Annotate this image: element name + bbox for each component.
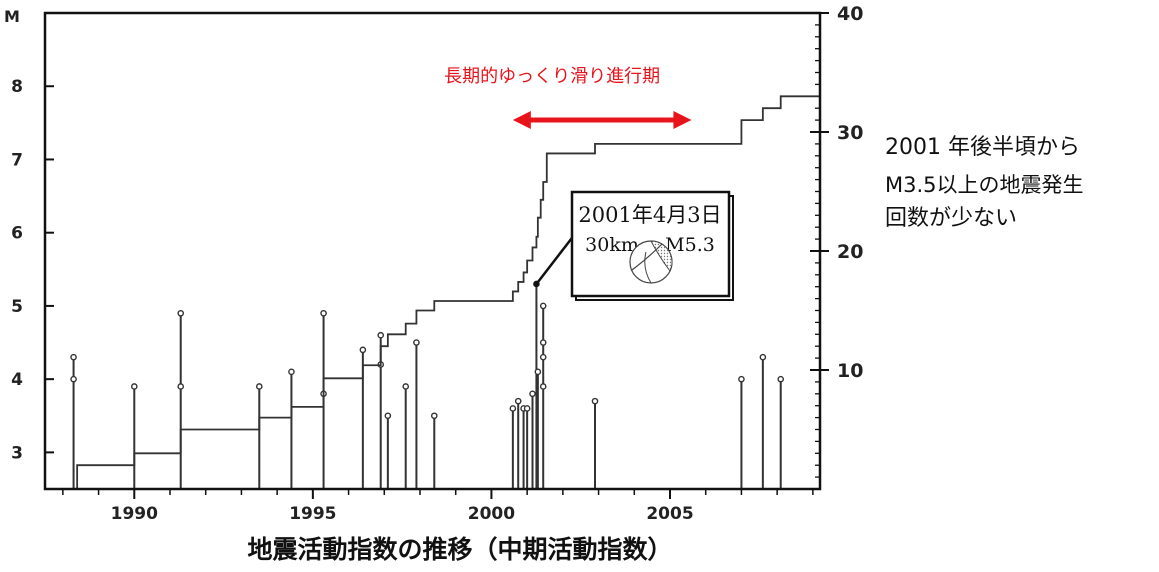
y-left-tick-label: 4 [11,370,23,390]
focal-mechanism-icon [629,240,673,284]
y-left-tick-label: 5 [11,297,23,317]
y-right-tick-label: 40 [837,3,863,25]
y-right-tick-label: 20 [837,241,863,263]
magnitude-point [320,309,327,317]
magnitude-point [288,368,295,376]
magnitude-point [377,331,385,339]
chart-caption: 地震活動指数の推移（中期活動指数） [247,535,673,564]
magnitude-point [759,353,767,361]
y-left-tick-label: 8 [11,77,23,97]
callout-magnitude: M5.3 [665,234,715,256]
y-left-tick-label: 6 [11,224,23,244]
magnitude-point [539,353,547,361]
magnitude-point [529,390,536,398]
magnitude-point [591,397,599,405]
magnitude-point [430,412,438,420]
x-tick-label: 2000 [468,504,515,524]
magnitude-point [509,405,517,412]
side-note-line-1: 2001 年後半頃から [885,135,1080,160]
y-right-tick-label: 30 [837,122,863,144]
magnitude-point [177,383,185,390]
magnitude-point [70,375,77,383]
magnitude-point [359,346,367,354]
callout-depth: 30km [585,234,639,256]
slow-slip-arrow [512,111,692,129]
x-tick-label: 1995 [289,504,336,524]
y-right-tick-label: 10 [837,360,863,382]
magnitude-point [539,302,547,310]
side-note-line-3: 回数が少ない [885,206,1018,231]
magnitude-point [777,375,785,383]
slow-slip-label: 長期的ゆっくり滑り進行期 [444,66,660,87]
magnitude-point [70,353,77,361]
magnitude-point [413,339,420,346]
x-tick-label: 2005 [646,504,693,524]
y-left-tick-label: 7 [11,150,23,170]
callout-date: 2001年4月3日 [578,203,721,227]
magnitude-point [514,397,522,405]
plot-frame [43,11,822,491]
magnitude-point [539,339,547,346]
magnitude-point [384,412,392,420]
magnitude-point [539,383,547,390]
event-callout: 2001年4月3日 30km M5.3 [533,190,734,301]
magnitude-point [738,375,745,383]
magnitude-point [130,383,138,390]
magnitude-point [523,405,531,412]
side-note-line-2: M3.5以上の地震発生 [885,173,1084,197]
magnitude-point [177,309,185,317]
x-tick-label: 1990 [111,504,158,524]
y-left-tick-label: 3 [11,443,23,463]
y-axis-label: M [4,7,20,26]
magnitude-point [534,368,542,376]
magnitude-point [402,383,410,390]
event-point [533,280,540,287]
cumulative-step-line [73,95,820,490]
magnitude-point [255,383,263,390]
